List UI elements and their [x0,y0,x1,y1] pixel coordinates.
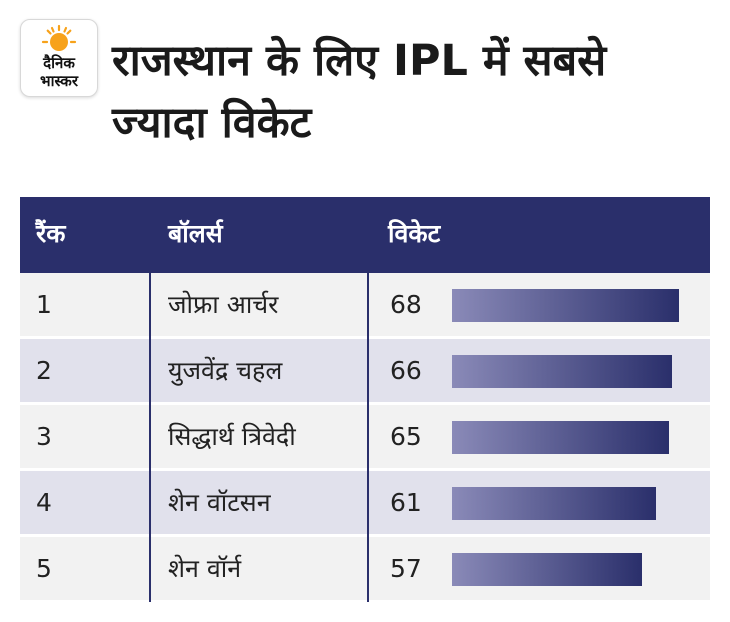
wickets-value: 57 [390,554,422,583]
bowler-name: शेन वॉर्न [168,554,242,583]
rank-cell: 4 [36,488,52,517]
bowler-name: युजवेंद्र चहल [168,356,283,385]
bowler-name: शेन वॉटसन [168,488,271,517]
logo-line-1: दैनिक [42,54,76,72]
page-title: राजस्थान के लिए IPL में सबसे ज्यादा विके… [112,36,607,148]
header-wickets: विकेट [388,219,441,248]
rank-cell: 1 [36,290,52,319]
rank-cell: 5 [36,554,52,583]
table-row: 3 सिद्धार्थ त्रिवेदी 65 [20,405,710,468]
header-rank: रैंक [36,219,66,248]
table-row: 1 जोफ्रा आर्चर 68 [20,273,710,336]
bowler-name: जोफ्रा आर्चर [168,290,279,319]
table-row: 4 शेन वॉटसन 61 [20,471,710,534]
wickets-bar [452,487,656,520]
rank-cell: 3 [36,422,52,451]
wickets-value: 65 [390,422,422,451]
column-divider [367,197,369,602]
table-row: 5 शेन वॉर्न 57 [20,537,710,600]
column-divider [149,197,151,602]
wickets-bar [452,421,669,454]
sun-icon [41,24,77,51]
dainik-bhaskar-logo: दैनिक भास्कर [20,19,98,97]
table-header: रैंक बॉलर्स विकेट [20,197,710,273]
wickets-value: 66 [390,356,422,385]
table-row: 2 युजवेंद्र चहल 66 [20,339,710,402]
wickets-bar [452,553,642,586]
logo-graphic: दैनिक भास्कर [40,24,79,90]
wickets-bar [452,355,672,388]
wickets-value: 61 [390,488,422,517]
rank-cell: 2 [36,356,52,385]
wickets-table: रैंक बॉलर्स विकेट 1 जोफ्रा आर्चर 68 2 युजवें… [20,197,710,602]
bowler-name: सिद्धार्थ त्रिवेदी [168,422,296,451]
wickets-bar [452,289,679,322]
header-bowlers: बॉलर्स [168,219,223,248]
wickets-value: 68 [390,290,422,319]
logo-line-2: भास्कर [40,72,79,90]
